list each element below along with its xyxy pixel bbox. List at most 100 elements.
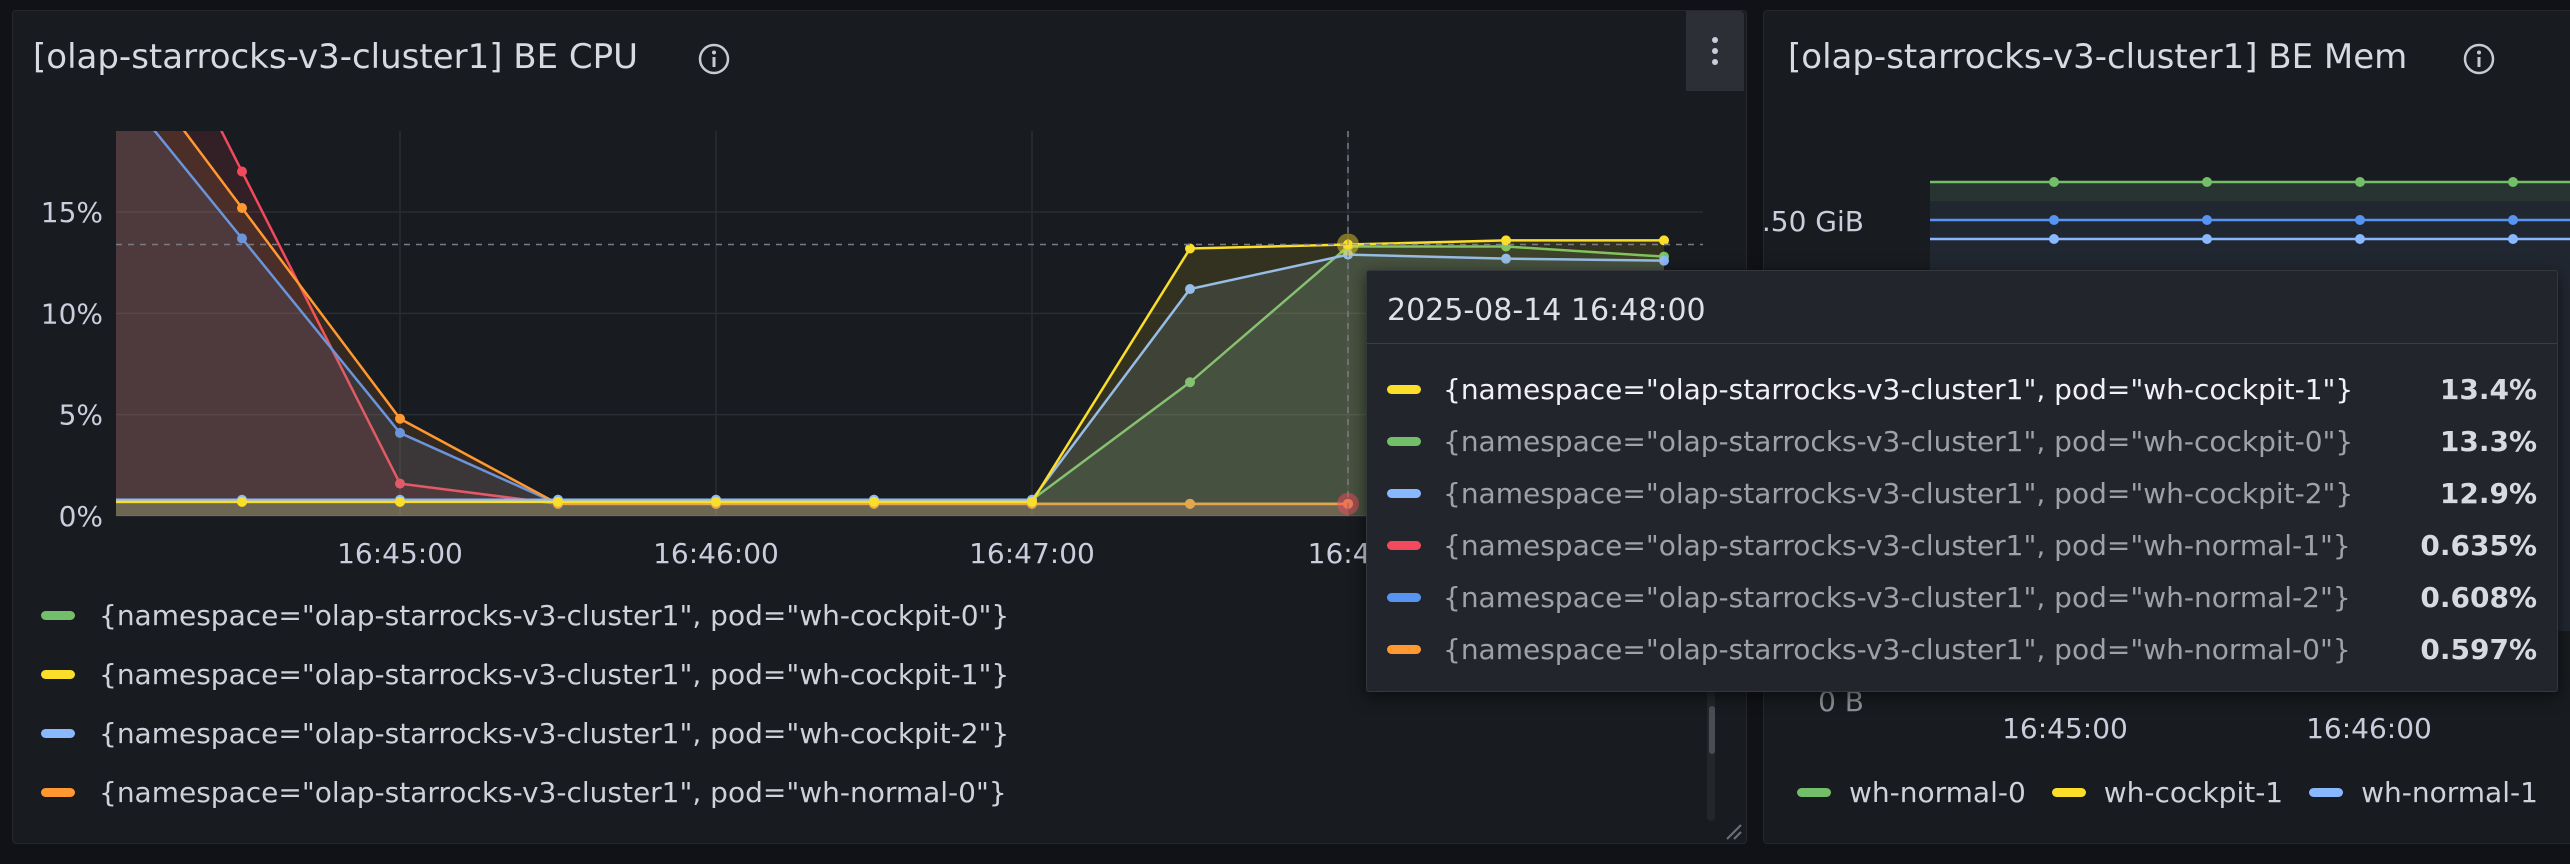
tooltip-row: {namespace="olap-starrocks-v3-cluster1",… — [1387, 421, 2537, 461]
mem-data-point — [2049, 234, 2059, 244]
tooltip-value: 0.597% — [2420, 632, 2537, 666]
legend-swatch — [41, 728, 75, 738]
mem-data-point — [2508, 177, 2518, 187]
cpu-chart[interactable]: 0%5%10%15%16:45:00 16:46:00 16:47:00 16:48 — [13, 11, 1746, 611]
legend-label: wh-cockpit-1 — [2103, 776, 2284, 809]
tooltip-row: {namespace="olap-starrocks-v3-cluster1",… — [1387, 577, 2537, 617]
tooltip-swatch — [1387, 384, 1421, 394]
legend-item-wh-cockpit-0[interactable]: {namespace="olap-starrocks-v3-cluster1",… — [41, 595, 1009, 635]
chart-tooltip: 2025-08-14 16:48:00 {namespace="olap-sta… — [1366, 270, 2558, 692]
legend-swatch — [1797, 788, 1831, 797]
mem-data-point — [2508, 215, 2518, 225]
mem-data-point — [2355, 215, 2365, 225]
mem-data-point — [2049, 215, 2059, 225]
plot-area — [116, 131, 1669, 516]
legend-swatch — [2051, 788, 2086, 797]
tooltip-value: 12.9% — [2439, 476, 2537, 510]
legend-label: {namespace="olap-starrocks-v3-cluster1",… — [99, 775, 1007, 809]
mem-data-point — [2049, 177, 2059, 187]
mem-x-tick: 16:46:00 — [2306, 712, 2432, 745]
mem-legend-item[interactable]: wh-cockpit-1 — [2051, 776, 2284, 809]
tooltip-swatch — [1387, 644, 1421, 654]
data-point-wh-cockpit-1 — [395, 496, 405, 507]
data-point-wh-normal-1 — [395, 478, 405, 489]
tooltip-swatch — [1387, 436, 1421, 446]
data-point-wh-cockpit-1 — [1027, 496, 1037, 507]
x-tick-label: 16:46:00 — [653, 537, 779, 570]
legend-label: wh-normal-0 — [1849, 776, 2026, 809]
legend-swatch — [41, 610, 75, 620]
legend-swatch — [41, 669, 75, 679]
series-area-wh-cockpit-2 — [116, 254, 1664, 516]
data-point-wh-normal-2 — [237, 233, 247, 244]
info-icon[interactable] — [696, 41, 732, 77]
hover-marker — [1337, 233, 1359, 256]
mem-legend-item[interactable]: wh-normal-1 — [2309, 776, 2538, 809]
mem-legend-item[interactable]: wh-normal-0 — [1797, 776, 2026, 809]
y-tick-label: 10% — [41, 297, 103, 330]
x-tick-label: 16:47:00 — [969, 537, 1095, 570]
tooltip-value: 13.4% — [2439, 372, 2537, 406]
legend-label: wh-normal-1 — [2361, 776, 2538, 809]
mem-data-point — [2508, 234, 2518, 244]
mem-data-point — [2355, 234, 2365, 244]
mem-panel-title[interactable]: [olap-starrocks-v3-cluster1] BE Mem — [1788, 37, 2408, 77]
data-point-wh-normal-0 — [237, 203, 247, 213]
legend-scrollbar-thumb[interactable] — [1709, 706, 1715, 754]
mem-x-tick: 16:45:00 — [2002, 712, 2128, 745]
tooltip-swatch — [1387, 488, 1421, 498]
mem-y-tick: 2.50 GiB — [1764, 205, 1864, 238]
legend-label: {namespace="olap-starrocks-v3-cluster1",… — [99, 598, 1010, 632]
data-point-wh-cockpit-1 — [1501, 235, 1511, 246]
legend-label: {namespace="olap-starrocks-v3-cluster1",… — [99, 716, 1010, 750]
data-point-wh-cockpit-2 — [1501, 253, 1511, 264]
tooltip-label: {namespace="olap-starrocks-v3-cluster1",… — [1443, 632, 2351, 666]
y-tick-label: 15% — [41, 196, 103, 229]
tooltip-value: 0.608% — [2420, 580, 2537, 614]
cpu-panel-title[interactable]: [olap-starrocks-v3-cluster1] BE CPU — [33, 37, 639, 77]
legend-swatch — [2309, 788, 2344, 797]
data-point-wh-normal-0 — [1185, 498, 1195, 509]
tooltip-label: {namespace="olap-starrocks-v3-cluster1",… — [1443, 580, 2351, 614]
data-point-wh-cockpit-1 — [711, 496, 721, 507]
tooltip-time: 2025-08-14 16:48:00 — [1387, 293, 1706, 328]
data-point-wh-cockpit-1 — [553, 496, 563, 507]
data-point-wh-cockpit-2 — [1185, 284, 1195, 295]
resize-handle-icon[interactable] — [1725, 823, 1743, 841]
tooltip-label: {namespace="olap-starrocks-v3-cluster1",… — [1443, 476, 2354, 510]
info-icon[interactable] — [2461, 41, 2497, 77]
panel-menu-button[interactable] — [1686, 11, 1744, 91]
tooltip-label: {namespace="olap-starrocks-v3-cluster1",… — [1443, 528, 2351, 562]
mem-data-point — [2202, 177, 2212, 187]
legend-item-wh-normal-0[interactable]: {namespace="olap-starrocks-v3-cluster1",… — [41, 772, 1007, 812]
tooltip-swatch — [1387, 592, 1421, 602]
data-point-wh-normal-1 — [237, 166, 247, 177]
tooltip-row: {namespace="olap-starrocks-v3-cluster1",… — [1387, 629, 2537, 669]
data-point-wh-cockpit-0 — [1185, 377, 1195, 388]
legend-item-wh-cockpit-1[interactable]: {namespace="olap-starrocks-v3-cluster1",… — [41, 654, 1009, 694]
data-point-wh-cockpit-1 — [1185, 243, 1195, 254]
data-point-wh-normal-0 — [395, 413, 405, 424]
data-point-wh-cockpit-1 — [869, 496, 879, 507]
data-point-wh-cockpit-1 — [1659, 235, 1669, 246]
tooltip-row: {namespace="olap-starrocks-v3-cluster1",… — [1387, 473, 2537, 513]
tooltip-label: {namespace="olap-starrocks-v3-cluster1",… — [1443, 372, 2354, 406]
tooltip-divider — [1367, 343, 2557, 344]
y-tick-label: 5% — [59, 399, 103, 432]
series-area-wh-normal-0 — [116, 131, 1348, 516]
series-area-wh-cockpit-1 — [116, 240, 1664, 516]
series-area-wh-normal-2 — [116, 131, 1348, 516]
legend-label: {namespace="olap-starrocks-v3-cluster1",… — [99, 657, 1010, 691]
legend-scrollbar[interactable] — [1707, 691, 1715, 821]
legend-item-wh-cockpit-2[interactable]: {namespace="olap-starrocks-v3-cluster1",… — [41, 713, 1009, 753]
tooltip-swatch — [1387, 540, 1421, 550]
series-area-wh-cockpit-0 — [116, 246, 1664, 516]
mem-legend: wh-normal-0 wh-cockpit-1 wh-normal-1 — [1797, 776, 2564, 809]
data-point-wh-cockpit-2 — [1659, 255, 1669, 266]
tooltip-value: 13.3% — [2439, 424, 2537, 458]
tooltip-value: 0.635% — [2420, 528, 2537, 562]
mem-data-point — [2202, 215, 2212, 225]
tooltip-label: {namespace="olap-starrocks-v3-cluster1",… — [1443, 424, 2354, 458]
data-point-wh-cockpit-1 — [237, 496, 247, 507]
legend-swatch — [41, 787, 75, 797]
